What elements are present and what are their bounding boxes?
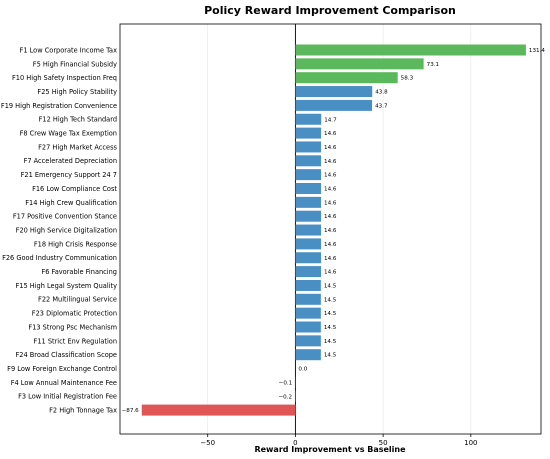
value-label: 58.3	[401, 76, 414, 82]
value-label: 0.0	[298, 367, 307, 373]
category-label: F8 Crew Wage Tax Exemption	[20, 130, 117, 138]
value-label: −87.6	[122, 408, 140, 414]
category-label: F15 High Legal System Quality	[15, 282, 117, 290]
category-label: F2 High Tonnage Tax	[49, 407, 117, 415]
bar	[295, 349, 321, 361]
value-label: 43.8	[375, 90, 388, 96]
value-label: 14.6	[324, 242, 337, 248]
bar	[295, 335, 321, 347]
value-label: 14.5	[324, 339, 337, 345]
x-tick-label: 100	[464, 439, 477, 447]
category-label: F10 High Safety Inspection Freq	[12, 74, 117, 82]
value-label: 43.7	[375, 103, 388, 109]
value-label: 14.6	[324, 145, 337, 151]
bar	[295, 44, 526, 56]
value-label: 14.6	[324, 256, 337, 262]
bar	[141, 404, 296, 416]
category-label: F24 Broad Classification Scope	[15, 351, 117, 359]
value-label: 14.5	[324, 353, 337, 359]
value-label: −0.2	[278, 394, 292, 400]
bar	[295, 72, 398, 84]
category-label: F20 High Service Digitalization	[16, 226, 117, 234]
category-label: F25 High Policy Stability	[37, 88, 117, 96]
value-label: 14.6	[324, 200, 337, 206]
value-label: 14.6	[324, 187, 337, 193]
bar	[295, 169, 322, 181]
x-tick-label: −50	[200, 439, 215, 447]
value-label: 131.4	[529, 48, 545, 54]
bar	[295, 183, 322, 194]
x-tick-label: 0	[293, 439, 297, 447]
value-label: 14.6	[324, 159, 337, 165]
category-label: F18 High Crisis Response	[34, 240, 117, 248]
x-axis-title: Reward Improvement vs Baseline	[254, 445, 406, 454]
value-label: 73.1	[427, 62, 440, 68]
category-label: F1 Low Corporate Income Tax	[20, 46, 118, 54]
category-label: F16 Low Compliance Cost	[32, 185, 117, 193]
category-label: F19 High Registration Convenience	[1, 102, 117, 110]
category-label: F14 High Crew Qualification	[25, 199, 117, 207]
category-label: F17 Positive Convention Stance	[13, 213, 117, 221]
category-label: F7 Accelerated Depreciation	[24, 157, 117, 165]
value-label: 14.5	[324, 325, 337, 331]
category-label: F13 Strong Psc Mechanism	[28, 323, 117, 331]
category-label: F11 Strict Env Regulation	[34, 337, 117, 345]
value-label: 14.6	[324, 173, 337, 179]
value-label: 14.6	[324, 214, 337, 220]
bar	[295, 113, 322, 125]
bar	[295, 224, 322, 236]
category-label: F9 Low Foreign Exchange Control	[7, 365, 117, 373]
category-label: F27 High Market Access	[38, 143, 117, 151]
chart-title: Policy Reward Improvement Comparison	[204, 4, 456, 17]
category-label: F3 Low Initial Registration Fee	[18, 393, 117, 401]
bar	[295, 293, 321, 305]
bar	[295, 238, 322, 250]
bar	[295, 141, 322, 153]
bar	[295, 307, 321, 319]
bar	[295, 127, 322, 139]
bar	[295, 99, 373, 111]
plot-area: F1 Low Corporate Income Tax 131.4 F5 High …	[1, 23, 545, 447]
category-label: F21 Emergency Support 24 7	[21, 171, 117, 179]
category-label: F6 Favorable Financing	[41, 268, 117, 276]
x-tick-label: 50	[379, 439, 388, 447]
category-label: F4 Low Annual Maintenance Fee	[11, 379, 117, 387]
category-label: F5 High Financial Subsidy	[33, 60, 117, 68]
category-label: F26 Good Industry Communication	[2, 254, 117, 262]
value-label: −0.1	[279, 380, 293, 386]
bar	[295, 266, 322, 278]
category-label: F22 Multilingual Service	[38, 296, 117, 304]
bar	[295, 86, 373, 98]
value-label: 14.6	[324, 270, 337, 276]
bar	[295, 196, 322, 208]
bar	[295, 252, 322, 264]
bar	[295, 321, 321, 333]
value-label: 14.6	[324, 228, 337, 234]
value-label: 14.5	[324, 311, 337, 317]
plot-frame	[119, 23, 542, 435]
value-label: 14.5	[324, 297, 337, 303]
category-label: F12 High Tech Standard	[39, 116, 117, 124]
value-label: 14.7	[324, 117, 337, 123]
bar	[295, 58, 424, 70]
bar	[295, 155, 322, 167]
category-label: F23 Diplomatic Protection	[32, 310, 117, 318]
value-label: 14.5	[324, 283, 337, 289]
value-label: 14.6	[324, 131, 337, 137]
bar	[295, 210, 322, 222]
bar	[295, 279, 321, 291]
